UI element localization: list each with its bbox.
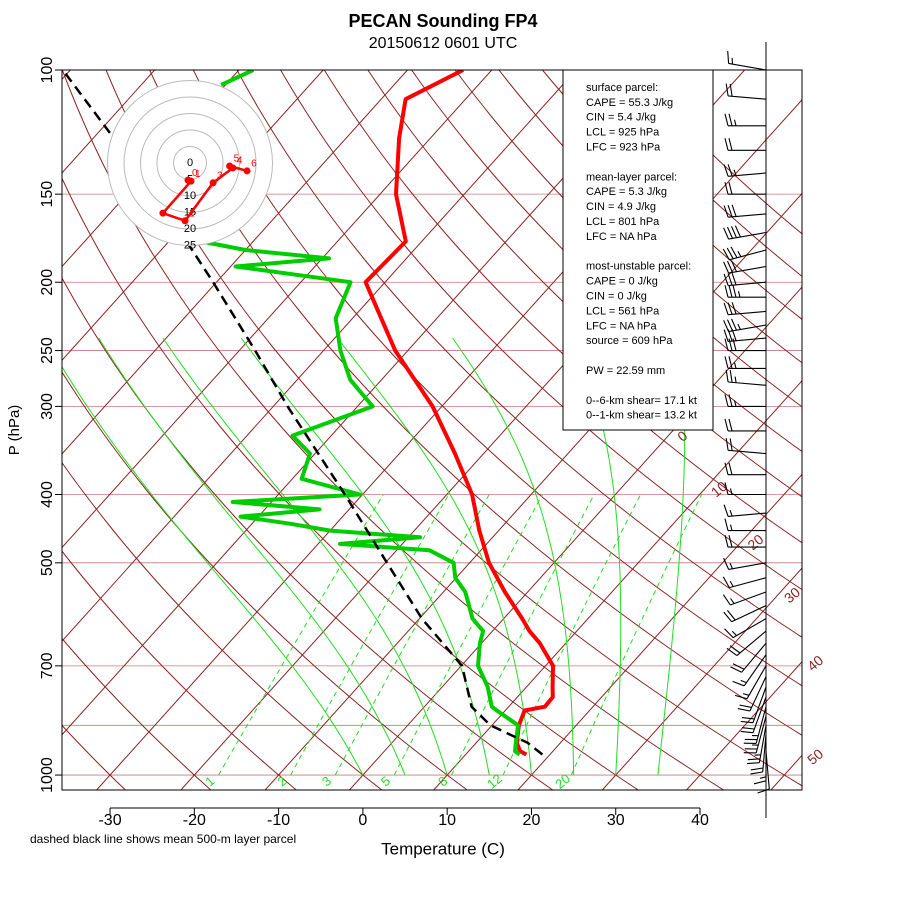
y-tick-label: 150 <box>39 181 56 208</box>
stats-line: LCL = 925 hPa <box>586 127 660 139</box>
stats-line: LFC = NA hPa <box>586 231 658 243</box>
stats-line: CAPE = 0 J/kg <box>586 276 658 288</box>
y-tick-label: 400 <box>39 481 56 508</box>
stats-line: mean-layer parcel: <box>586 171 677 183</box>
chart-title: PECAN Sounding FP4 <box>349 11 538 31</box>
hodograph-point <box>182 217 189 224</box>
hodograph-label: 2 <box>189 208 195 219</box>
stats-line: LCL = 801 hPa <box>586 216 660 228</box>
stats-line: CAPE = 55.3 J/kg <box>586 97 673 109</box>
stats-line: LCL = 561 hPa <box>586 305 660 317</box>
y-tick-label: 250 <box>39 337 56 364</box>
y-tick-label: 500 <box>39 549 56 576</box>
y-tick-label: 100 <box>39 57 56 84</box>
note: dashed black line shows mean 500-m layer… <box>30 832 296 846</box>
chart-subtitle: 20150612 0601 UTC <box>369 35 518 52</box>
x-tick-label: 40 <box>691 812 709 829</box>
stats-line: LFC = 923 hPa <box>586 142 661 154</box>
stats-line: LFC = NA hPa <box>586 320 658 332</box>
x-tick-label: 30 <box>607 812 625 829</box>
stats-line: 0--1-km shear= 13.2 kt <box>586 410 697 422</box>
stats-line: PW = 22.59 mm <box>586 365 665 377</box>
x-tick-label: 20 <box>523 812 541 829</box>
stats-line: source = 609 hPa <box>586 335 673 347</box>
stats-line: most-unstable parcel: <box>586 261 691 273</box>
stats-line: CIN = 0 J/kg <box>586 291 647 303</box>
y-tick-label: 1000 <box>39 757 56 793</box>
x-tick-label: -20 <box>183 812 206 829</box>
y-tick-label: 300 <box>39 393 56 420</box>
hodograph-point <box>210 179 217 186</box>
stats-line: surface parcel: <box>586 82 658 94</box>
hodograph-label: 3 <box>217 170 223 181</box>
x-tick-label: 0 <box>358 812 367 829</box>
hodograph-point <box>159 210 166 217</box>
y-tick-label: 200 <box>39 269 56 296</box>
x-tick-label: -10 <box>267 812 290 829</box>
hodograph-ring-label: 20 <box>184 223 196 235</box>
x-tick-label: -30 <box>98 812 121 829</box>
hodograph-point <box>187 178 194 185</box>
y-tick-label: 700 <box>39 652 56 679</box>
stats-line: 0--6-km shear= 17.1 kt <box>586 395 697 407</box>
stats-line: CAPE = 5.3 J/kg <box>586 186 667 198</box>
hodograph-point <box>244 167 251 174</box>
y-axis-label: P (hPa) <box>6 405 23 456</box>
hodograph-ring-label: 25 <box>184 239 196 251</box>
hodograph-point <box>226 162 233 169</box>
hodograph-label: 1 <box>195 169 201 180</box>
hodograph-label: 5 <box>234 154 240 165</box>
x-axis-label: Temperature (C) <box>381 839 505 858</box>
hodograph-label: 6 <box>251 159 257 170</box>
stats-line: CIN = 5.4 J/kg <box>586 112 656 124</box>
stats-line: CIN = 4.9 J/kg <box>586 201 656 213</box>
x-tick-label: 10 <box>438 812 456 829</box>
hodograph-ring-label: 10 <box>184 190 196 202</box>
